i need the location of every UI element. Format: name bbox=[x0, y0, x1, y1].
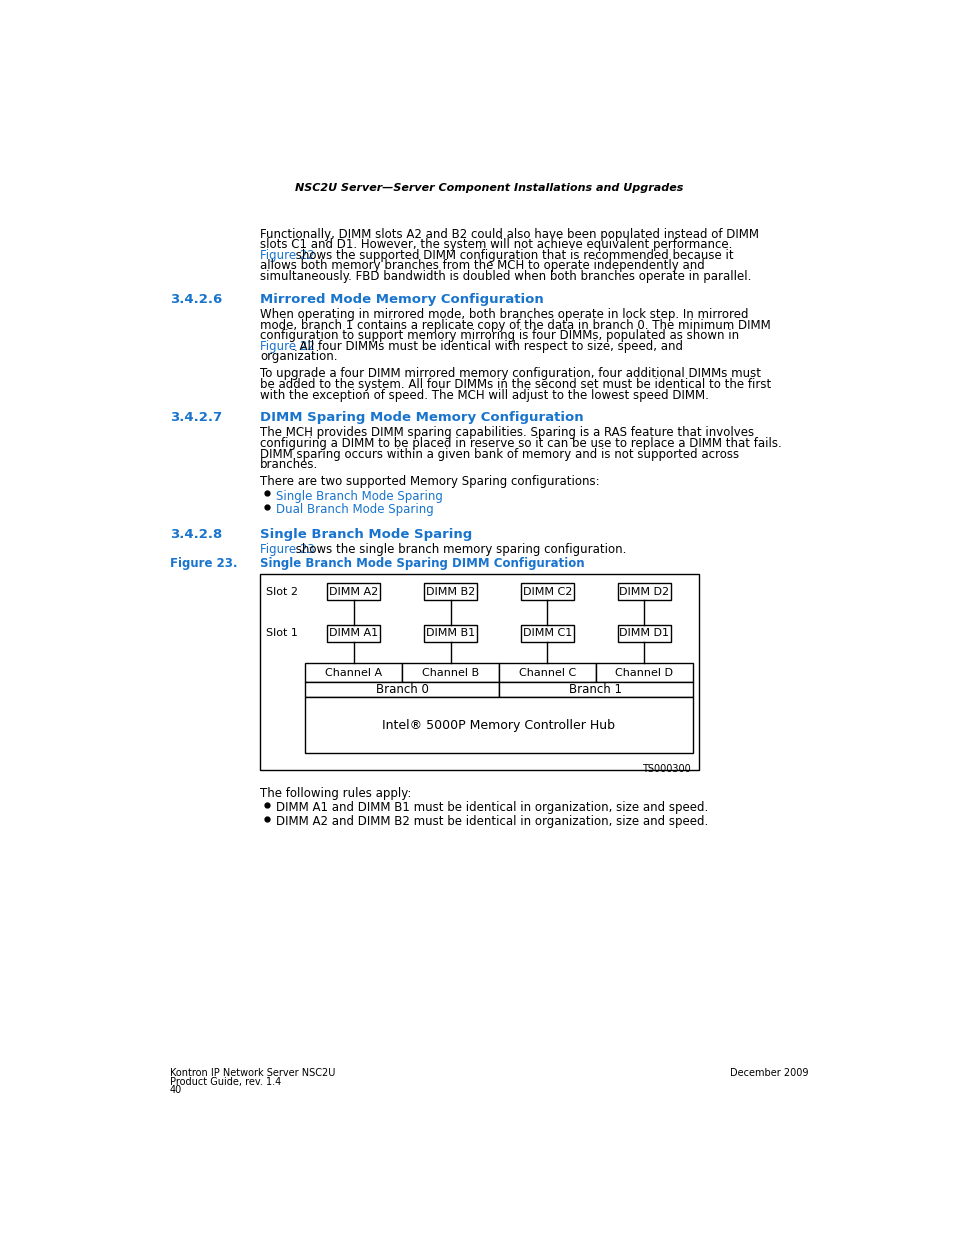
Text: DIMM A2: DIMM A2 bbox=[329, 587, 378, 597]
Text: DIMM A2 and DIMM B2 must be identical in organization, size and speed.: DIMM A2 and DIMM B2 must be identical in… bbox=[275, 815, 707, 827]
Text: shows the single branch memory sparing configuration.: shows the single branch memory sparing c… bbox=[292, 543, 626, 556]
Text: Channel A: Channel A bbox=[325, 668, 382, 678]
Bar bbox=[618, 625, 670, 642]
Text: Single Branch Mode Sparing DIMM Configuration: Single Branch Mode Sparing DIMM Configur… bbox=[260, 557, 584, 571]
Text: Slot 1: Slot 1 bbox=[266, 629, 298, 638]
Text: There are two supported Memory Sparing configurations:: There are two supported Memory Sparing c… bbox=[260, 475, 599, 488]
Text: Dual Branch Mode Sparing: Dual Branch Mode Sparing bbox=[275, 504, 433, 516]
Text: When operating in mirrored mode, both branches operate in lock step. In mirrored: When operating in mirrored mode, both br… bbox=[260, 308, 748, 321]
Text: DIMM A1 and DIMM B1 must be identical in organization, size and speed.: DIMM A1 and DIMM B1 must be identical in… bbox=[275, 802, 707, 814]
Text: configuration to support memory mirroring is four DIMMs, populated as shown in: configuration to support memory mirrorin… bbox=[260, 330, 739, 342]
Bar bbox=[327, 625, 379, 642]
Text: DIMM Sparing Mode Memory Configuration: DIMM Sparing Mode Memory Configuration bbox=[260, 411, 583, 425]
Text: shows the supported DIMM configuration that is recommended because it: shows the supported DIMM configuration t… bbox=[292, 248, 733, 262]
Text: Intel® 5000P Memory Controller Hub: Intel® 5000P Memory Controller Hub bbox=[382, 719, 615, 732]
Text: Slot 2: Slot 2 bbox=[266, 587, 298, 597]
Text: simultaneously. FBD bandwidth is doubled when both branches operate in parallel.: simultaneously. FBD bandwidth is doubled… bbox=[260, 270, 751, 283]
Text: Product Guide, rev. 1.4: Product Guide, rev. 1.4 bbox=[170, 1077, 280, 1087]
Text: Kontron IP Network Server NSC2U: Kontron IP Network Server NSC2U bbox=[170, 1068, 335, 1078]
Text: DIMM C1: DIMM C1 bbox=[522, 629, 572, 638]
Bar bbox=[402, 663, 498, 682]
Text: NSC2U Server—Server Component Installations and Upgrades: NSC2U Server—Server Component Installati… bbox=[294, 183, 682, 193]
Bar bbox=[327, 583, 379, 600]
Text: Figure 22: Figure 22 bbox=[260, 340, 314, 353]
Text: 3.4.2.7: 3.4.2.7 bbox=[170, 411, 221, 425]
Text: The following rules apply:: The following rules apply: bbox=[260, 788, 412, 800]
Text: slots C1 and D1. However, the system will not achieve equivalent performance.: slots C1 and D1. However, the system wil… bbox=[260, 238, 732, 251]
Bar bbox=[424, 583, 476, 600]
Text: 3.4.2.6: 3.4.2.6 bbox=[170, 293, 222, 306]
Bar bbox=[498, 682, 692, 698]
Bar bbox=[618, 583, 670, 600]
Text: DIMM D2: DIMM D2 bbox=[618, 587, 669, 597]
Text: DIMM B2: DIMM B2 bbox=[425, 587, 475, 597]
Bar bbox=[498, 663, 596, 682]
Bar bbox=[305, 682, 498, 698]
Bar bbox=[424, 625, 476, 642]
Text: Channel D: Channel D bbox=[615, 668, 673, 678]
Bar bbox=[596, 663, 692, 682]
Text: be added to the system. All four DIMMs in the second set must be identical to th: be added to the system. All four DIMMs i… bbox=[260, 378, 771, 391]
Text: Functionally, DIMM slots A2 and B2 could also have been populated instead of DIM: Functionally, DIMM slots A2 and B2 could… bbox=[260, 227, 759, 241]
Text: Single Branch Mode Sparing: Single Branch Mode Sparing bbox=[275, 489, 442, 503]
Text: configuring a DIMM to be placed in reserve so it can be use to replace a DIMM th: configuring a DIMM to be placed in reser… bbox=[260, 437, 781, 450]
Text: . All four DIMMs must be identical with respect to size, speed, and: . All four DIMMs must be identical with … bbox=[292, 340, 682, 353]
Text: Branch 1: Branch 1 bbox=[569, 683, 621, 697]
Bar bbox=[305, 698, 692, 753]
Text: Figure 23.: Figure 23. bbox=[170, 557, 237, 571]
Bar bbox=[305, 663, 402, 682]
Text: The MCH provides DIMM sparing capabilities. Sparing is a RAS feature that involv: The MCH provides DIMM sparing capabiliti… bbox=[260, 426, 754, 440]
Text: TS000300: TS000300 bbox=[641, 764, 691, 774]
Text: mode, branch 1 contains a replicate copy of the data in branch 0. The minimum DI: mode, branch 1 contains a replicate copy… bbox=[260, 319, 770, 332]
Text: Single Branch Mode Sparing: Single Branch Mode Sparing bbox=[260, 527, 472, 541]
Text: DIMM B1: DIMM B1 bbox=[426, 629, 475, 638]
Text: DIMM sparing occurs within a given bank of memory and is not supported across: DIMM sparing occurs within a given bank … bbox=[260, 448, 739, 461]
Text: organization.: organization. bbox=[260, 351, 337, 363]
Text: Channel B: Channel B bbox=[421, 668, 478, 678]
Text: Mirrored Mode Memory Configuration: Mirrored Mode Memory Configuration bbox=[260, 293, 543, 306]
Text: DIMM A1: DIMM A1 bbox=[329, 629, 377, 638]
Text: December 2009: December 2009 bbox=[729, 1068, 807, 1078]
Bar bbox=[520, 583, 573, 600]
Text: 40: 40 bbox=[170, 1086, 182, 1095]
Text: Channel C: Channel C bbox=[518, 668, 576, 678]
Text: allows both memory branches from the MCH to operate independently and: allows both memory branches from the MCH… bbox=[260, 259, 704, 273]
Text: branches.: branches. bbox=[260, 458, 318, 472]
Text: with the exception of speed. The MCH will adjust to the lowest speed DIMM.: with the exception of speed. The MCH wil… bbox=[260, 389, 708, 401]
Text: Figure 23: Figure 23 bbox=[260, 543, 314, 556]
Text: 3.4.2.8: 3.4.2.8 bbox=[170, 527, 222, 541]
Text: DIMM D1: DIMM D1 bbox=[618, 629, 669, 638]
Text: DIMM C2: DIMM C2 bbox=[522, 587, 572, 597]
Text: Figure 22: Figure 22 bbox=[260, 248, 314, 262]
Text: Branch 0: Branch 0 bbox=[375, 683, 428, 697]
Bar bbox=[520, 625, 573, 642]
Text: To upgrade a four DIMM mirrored memory configuration, four additional DIMMs must: To upgrade a four DIMM mirrored memory c… bbox=[260, 367, 760, 380]
Bar bbox=[260, 574, 699, 771]
